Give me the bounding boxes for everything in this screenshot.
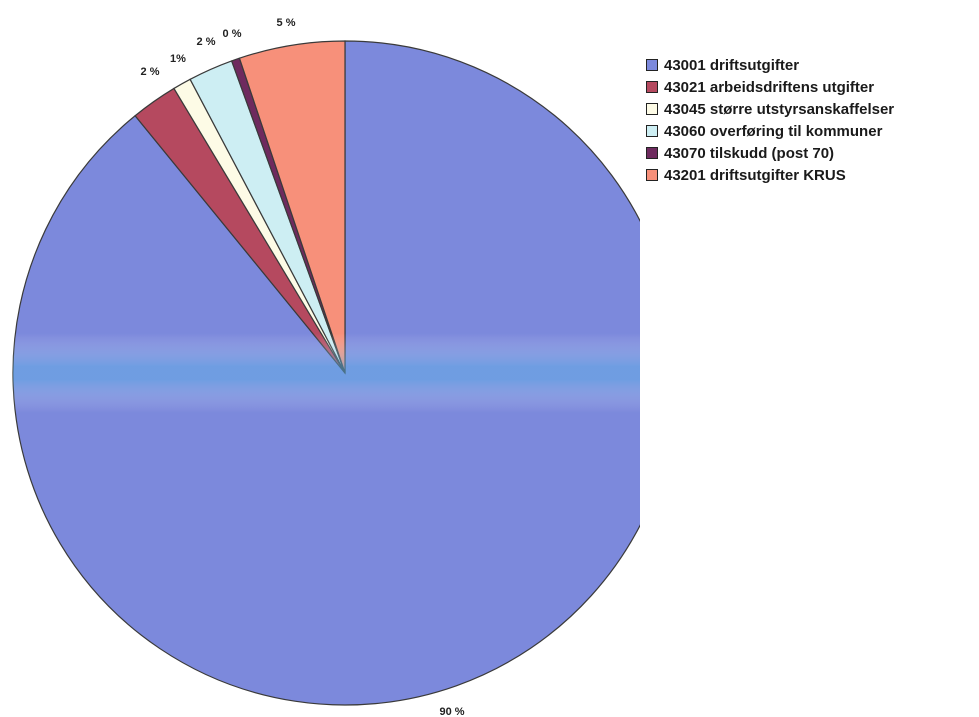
legend-label-6: 43201 driftsutgifter KRUS [664,166,846,184]
pie-chart: 90 % 2 % 1% 2 % 0 % 5 % [12,17,640,717]
legend-item-1: 43001 driftsutgifter [646,54,894,76]
legend-label-4: 43060 overføring til kommuner [664,122,883,140]
legend-swatch-4 [646,125,658,137]
legend-item-4: 43060 overføring til kommuner [646,120,894,142]
legend-item-2: 43021 arbeidsdriftens utgifter [646,76,894,98]
slice-value-label-1: 90 % [439,706,464,717]
slice-value-label-6: 5 % [277,17,296,29]
legend-swatch-1 [646,59,658,71]
legend-label-2: 43021 arbeidsdriftens utgifter [664,78,875,96]
legend-swatch-6 [646,169,658,181]
legend-swatch-5 [646,147,658,159]
legend-item-3: 43045 større utstyrsanskaffelser [646,98,894,120]
legend-item-6: 43201 driftsutgifter KRUS [646,164,894,186]
legend-label-1: 43001 driftsutgifter [664,56,800,74]
legend: 43001 driftsutgifter 43021 arbeidsdriften… [646,54,894,186]
slice-value-label-4: 2 % [197,36,216,48]
slice-value-label-2: 2 % [141,66,160,78]
legend-swatch-3 [646,103,658,115]
legend-label-5: 43070 tilskudd (post 70) [664,144,835,162]
pie-labels: 90 % 2 % 1% 2 % 0 % 5 % [141,17,465,717]
pie-slices [12,40,640,706]
legend-swatch-2 [646,81,658,93]
slice-value-label-5: 0 % [223,28,242,40]
slice-value-label-3: 1% [170,53,186,65]
legend-item-5: 43070 tilskudd (post 70) [646,142,894,164]
legend-label-3: 43045 større utstyrsanskaffelser [664,100,895,118]
